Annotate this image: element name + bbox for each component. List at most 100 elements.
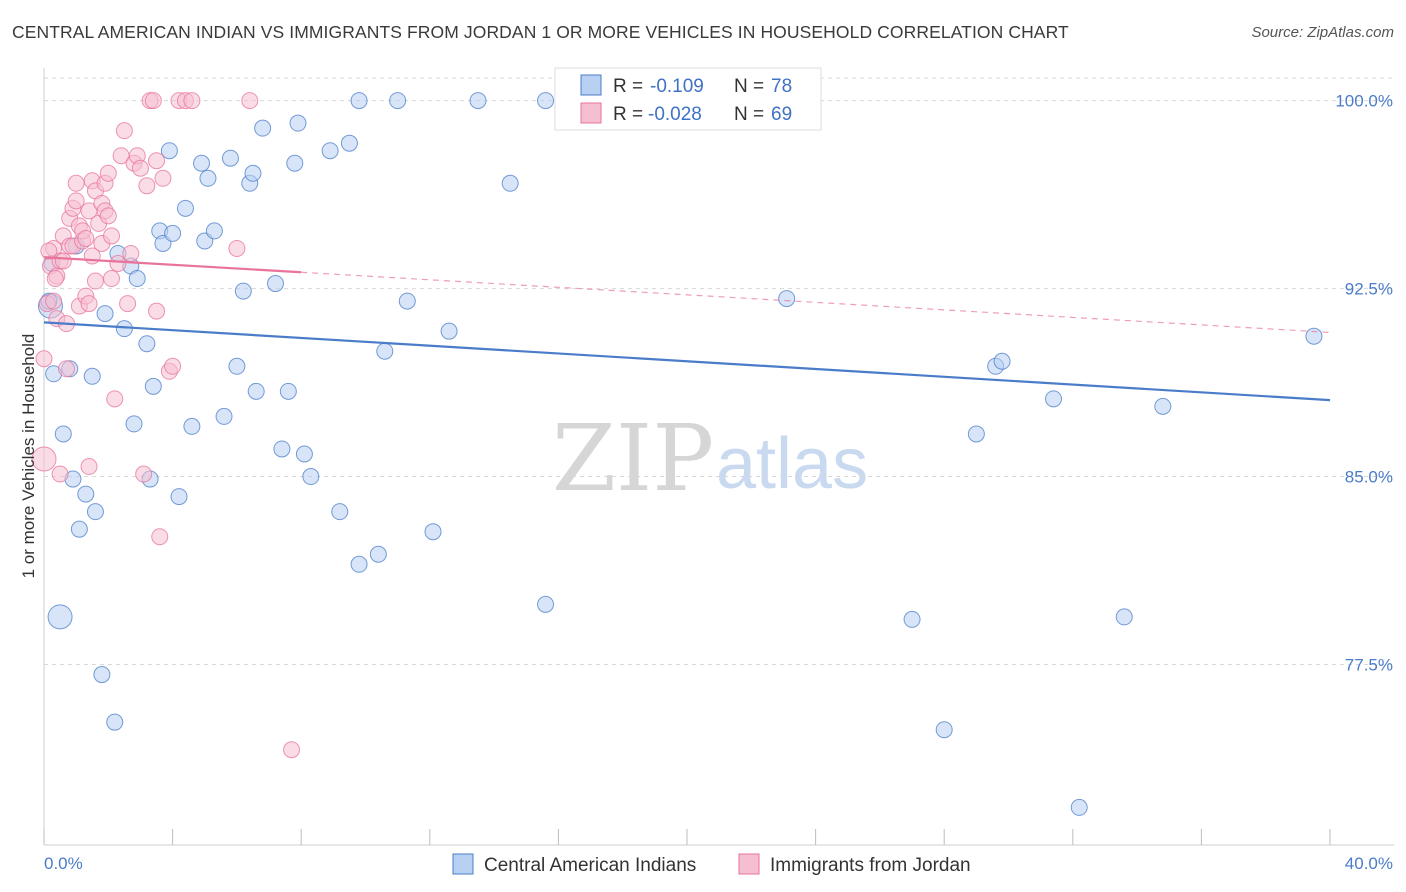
- grid-lines: [44, 77, 1394, 666]
- watermark-atlas: atlas: [716, 424, 868, 504]
- legend-swatch-pink: [580, 102, 602, 124]
- point-central-american-indians-56: [424, 523, 442, 541]
- point-central-american-indians-27: [183, 417, 201, 435]
- y-axis-label: 1 or more Vehicles in Household: [19, 334, 38, 579]
- point-central-american-indians-26: [176, 199, 194, 217]
- legend-r-value-pink: -0.028: [648, 104, 702, 125]
- point-immigrants-from-jordan-41: [106, 390, 124, 408]
- point-central-american-indians-12: [106, 713, 124, 731]
- point-immigrants-from-jordan-65: [283, 741, 301, 759]
- trend-line-central-american-indians: [43, 321, 1331, 402]
- point-central-american-indians-61: [537, 92, 555, 110]
- point-immigrants-from-jordan-1: [35, 350, 53, 368]
- point-central-american-indians-45: [295, 445, 313, 463]
- point-central-american-indians-32: [215, 407, 233, 425]
- point-central-american-indians-72: [1115, 608, 1133, 626]
- point-central-american-indians-59: [501, 174, 519, 192]
- bottom-legend-swatch-pink: [738, 853, 760, 875]
- point-immigrants-from-jordan-40: [103, 270, 121, 288]
- point-central-american-indians-23: [160, 142, 178, 160]
- point-central-american-indians-70: [1045, 390, 1063, 408]
- point-central-american-indians-10: [93, 666, 111, 684]
- x-ticks: [43, 829, 1331, 845]
- point-immigrants-from-jordan-49: [131, 159, 149, 177]
- legend-n-label-blue: N =: [734, 76, 764, 97]
- point-immigrants-from-jordan-44: [115, 122, 133, 140]
- point-immigrants-from-jordan-45: [119, 295, 137, 313]
- y-tick-label-0: 77.5%: [1345, 656, 1393, 675]
- point-central-american-indians-17: [128, 270, 146, 288]
- chart-title: CENTRAL AMERICAN INDIAN VS IMMIGRANTS FR…: [12, 22, 1069, 42]
- y-tick-label-2: 92.5%: [1345, 280, 1393, 299]
- point-central-american-indians-3: [54, 425, 72, 443]
- point-immigrants-from-jordan-26: [80, 295, 98, 313]
- point-central-american-indians-43: [286, 154, 304, 172]
- point-immigrants-from-jordan-18: [67, 174, 85, 192]
- point-immigrants-from-jordan-0: [31, 446, 57, 472]
- point-immigrants-from-jordan-54: [148, 302, 166, 320]
- point-central-american-indians-34: [228, 357, 246, 375]
- point-central-american-indians-37: [244, 164, 262, 182]
- point-central-american-indians-40: [266, 275, 284, 293]
- point-central-american-indians-16: [125, 415, 143, 433]
- point-central-american-indians-7: [77, 485, 95, 503]
- point-immigrants-from-jordan-27: [80, 458, 98, 476]
- point-immigrants-from-jordan-68: [54, 252, 72, 270]
- point-central-american-indians-53: [376, 342, 394, 360]
- chart-source: Source: ZipAtlas.com: [1251, 24, 1394, 41]
- point-immigrants-from-jordan-9: [51, 465, 69, 483]
- point-immigrants-from-jordan-67: [46, 270, 64, 288]
- point-central-american-indians-31: [205, 222, 223, 240]
- legend-r-value-blue: -0.109: [650, 76, 704, 97]
- bottom-legend-label-blue: Central American Indians: [484, 855, 696, 876]
- point-immigrants-from-jordan-64: [241, 92, 259, 110]
- legend-r-label-blue: R =: [613, 76, 643, 97]
- x-tick-label-min: 0.0%: [44, 854, 83, 873]
- point-central-american-indians-71: [1070, 798, 1088, 816]
- point-central-american-indians-39: [254, 119, 272, 137]
- point-central-american-indians-33: [221, 149, 239, 167]
- point-immigrants-from-jordan-55: [148, 152, 166, 170]
- point-central-american-indians-48: [331, 503, 349, 521]
- point-central-american-indians-44: [289, 114, 307, 132]
- point-immigrants-from-jordan-62: [183, 92, 201, 110]
- correlation-legend: R = -0.109 N = 78 R = -0.028 N = 69: [554, 67, 822, 131]
- series-legend: Central American Indians Immigrants from…: [452, 853, 971, 876]
- point-immigrants-from-jordan-56: [151, 528, 169, 546]
- point-central-american-indians-30: [199, 169, 217, 187]
- point-immigrants-from-jordan-38: [99, 207, 117, 225]
- y-tick-label-3: 100.0%: [1335, 92, 1393, 111]
- point-central-american-indians-57: [440, 322, 458, 340]
- x-tick-label-max: 40.0%: [1345, 854, 1393, 873]
- trend-lines: [43, 256, 1331, 402]
- point-central-american-indians-74: [1305, 327, 1323, 345]
- point-central-american-indians-69: [993, 352, 1011, 370]
- legend-r-label-pink: R =: [613, 104, 643, 125]
- legend-n-value-blue: 78: [771, 76, 792, 97]
- point-immigrants-from-jordan-42: [109, 255, 127, 273]
- point-central-american-indians-64: [778, 290, 796, 308]
- point-immigrants-from-jordan-66: [40, 242, 58, 260]
- point-central-american-indians-49: [340, 134, 358, 152]
- legend-n-label-pink: N =: [734, 104, 764, 125]
- point-immigrants-from-jordan-4: [45, 292, 63, 310]
- point-central-american-indians-66: [935, 721, 953, 739]
- trend-line-extension-immigrants-from-jordan: [301, 271, 1331, 334]
- point-immigrants-from-jordan-57: [154, 169, 172, 187]
- point-central-american-indians-60: [537, 595, 555, 613]
- point-immigrants-from-jordan-30: [86, 272, 104, 290]
- point-central-american-indians-54: [389, 92, 407, 110]
- legend-n-value-pink: 69: [771, 104, 792, 125]
- point-central-american-indians-18: [138, 335, 156, 353]
- point-immigrants-from-jordan-53: [144, 92, 162, 110]
- point-central-american-indians-58: [469, 92, 487, 110]
- point-central-american-indians-51: [350, 555, 368, 573]
- trend-line-immigrants-from-jordan: [43, 256, 302, 274]
- point-central-american-indians-11: [96, 305, 114, 323]
- point-central-american-indians-65: [903, 610, 921, 628]
- point-immigrants-from-jordan-46: [122, 244, 140, 262]
- point-immigrants-from-jordan-12: [58, 360, 76, 378]
- point-immigrants-from-jordan-17: [67, 192, 85, 210]
- point-immigrants-from-jordan-51: [138, 177, 156, 195]
- bottom-legend-swatch-blue: [452, 853, 474, 875]
